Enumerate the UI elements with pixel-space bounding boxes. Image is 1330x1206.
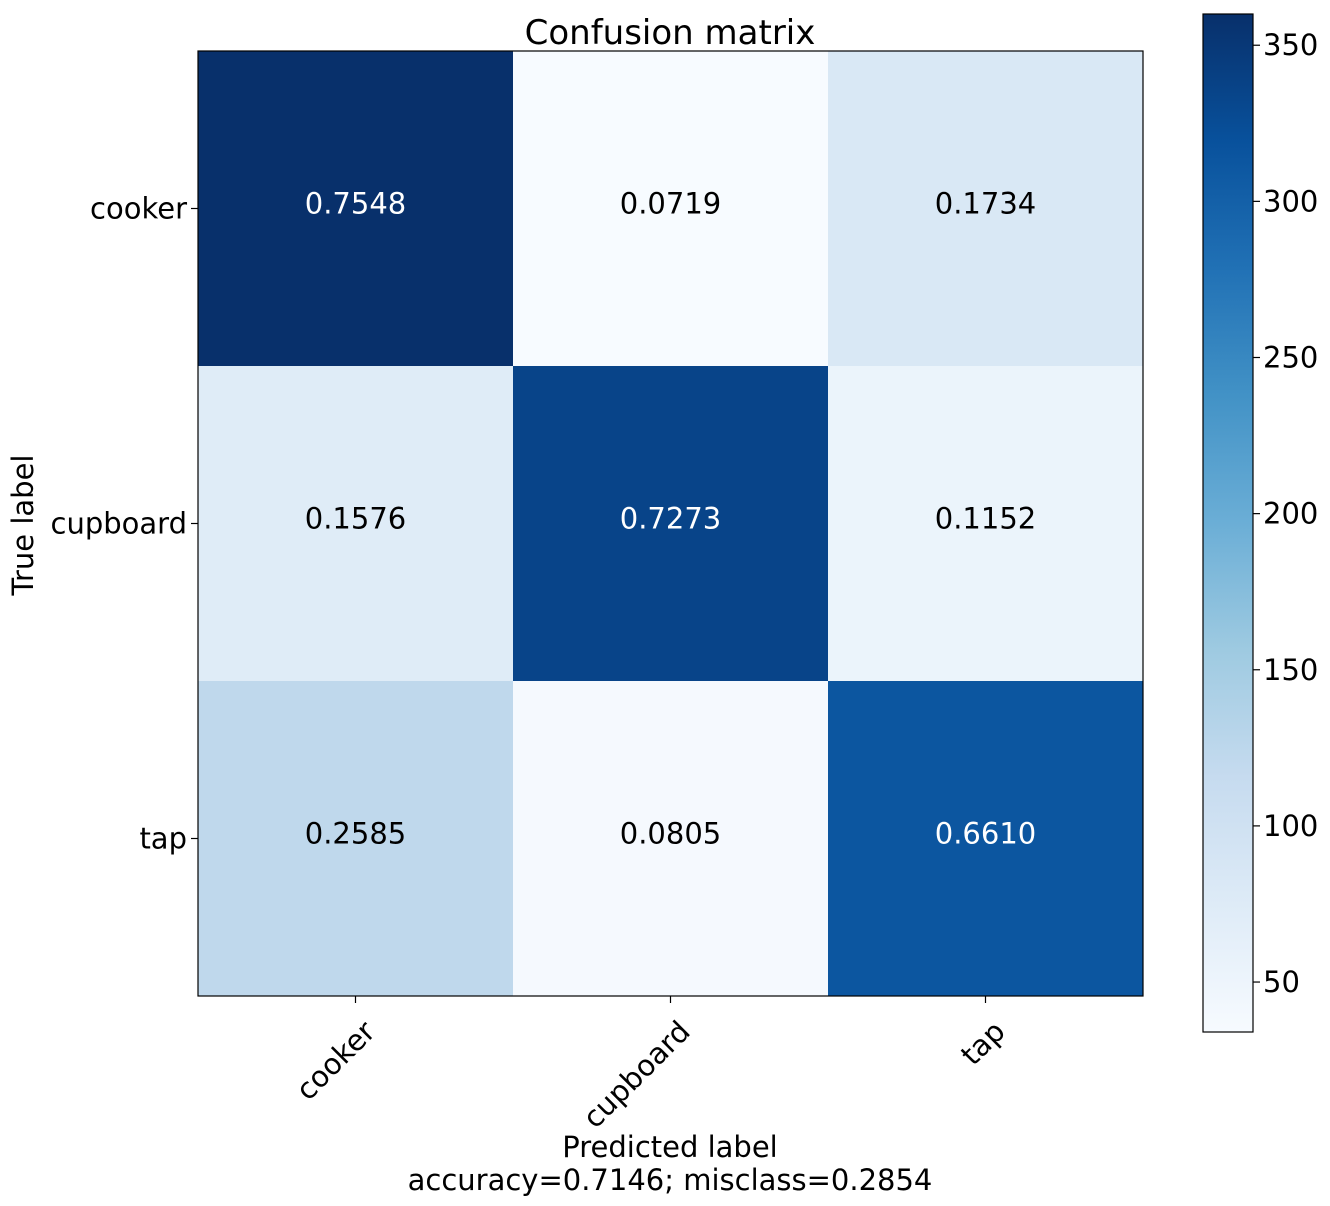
heatmap-cell [828,366,1144,682]
x-tick-label: cooker [289,1014,382,1107]
y-tick-label: cooker [90,192,187,226]
colorbar-axis: 50 100 150 200 250 300 350 [1253,28,1318,999]
cell-value-label: 0.2585 [305,817,406,851]
x-axis-sublabel: accuracy=0.7146; misclass=0.2854 [408,1163,933,1197]
y-axis-label: True label [6,455,40,597]
x-axis-label: Predicted label [562,1130,778,1164]
x-tick-label: cupboard [576,1014,697,1135]
colorbar-tick-label: 50 [1263,965,1300,999]
cell-value-label: 0.7273 [620,502,721,536]
heatmap-cell [513,681,829,997]
colorbar-tick-label: 300 [1263,184,1318,218]
heatmap-cell [198,681,514,997]
cell-value-label: 0.6610 [935,817,1036,851]
colorbar-tick-label: 350 [1263,28,1318,62]
y-axis: cooker cupboard tap [51,192,198,856]
cell-value-label: 0.0805 [620,817,721,851]
heatmap-cell [198,51,514,367]
heatmap-cell-labels: 0.7548 0.0719 0.1734 0.1576 0.7273 0.1152 0.25… [305,187,1036,851]
heatmap-cell [513,51,829,367]
heatmap-cell [198,366,514,682]
colorbar [1202,13,1254,1033]
colorbar-tick-label: 250 [1263,340,1318,374]
y-tick-label: tap [139,822,187,856]
cell-value-label: 0.1734 [935,187,1036,221]
colorbar-tick-label: 150 [1263,653,1318,687]
cell-value-label: 0.7548 [305,187,406,221]
cell-value-label: 0.0719 [620,187,721,221]
chart-title: Confusion matrix [525,13,816,53]
colorbar-tick-label: 200 [1263,497,1318,531]
heatmap-cell [828,51,1144,367]
heatmap-cell [828,681,1144,997]
cell-value-label: 0.1576 [305,502,406,536]
cell-value-label: 0.1152 [935,502,1036,536]
x-axis: cooker cupboard tap [289,996,1012,1135]
x-tick-label: tap [954,1014,1012,1072]
heatmap-cells [198,51,1144,997]
y-tick-label: cupboard [51,507,187,541]
heatmap-cell [513,366,829,682]
colorbar-tick-label: 100 [1263,809,1318,843]
